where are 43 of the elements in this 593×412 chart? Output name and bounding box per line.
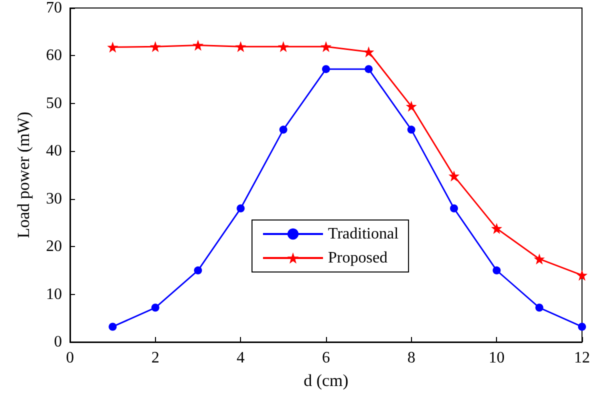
x-tick-label: 2 bbox=[151, 350, 160, 366]
point bbox=[150, 41, 161, 52]
point bbox=[236, 204, 245, 212]
point bbox=[320, 41, 332, 52]
point bbox=[108, 322, 117, 331]
point bbox=[364, 65, 373, 74]
point bbox=[535, 304, 544, 312]
y-tick-label: 0 bbox=[54, 334, 62, 350]
point bbox=[448, 170, 460, 182]
point bbox=[235, 41, 246, 52]
point bbox=[407, 126, 416, 134]
point bbox=[578, 322, 586, 331]
y-tick-label: 50 bbox=[46, 94, 62, 112]
y-tick-label: 40 bbox=[46, 142, 62, 160]
point bbox=[278, 41, 289, 52]
point bbox=[576, 270, 588, 281]
point bbox=[322, 65, 330, 74]
point bbox=[491, 222, 502, 234]
y-tick-label: 30 bbox=[46, 190, 62, 208]
point bbox=[279, 126, 288, 134]
x-axis-title: d (cm) bbox=[304, 371, 348, 390]
x-tick-label: 0 bbox=[66, 350, 74, 366]
point bbox=[406, 100, 417, 112]
point bbox=[492, 266, 501, 274]
point bbox=[192, 40, 204, 51]
point bbox=[450, 204, 458, 212]
legend-label: Traditional bbox=[328, 226, 400, 242]
x-tick-label: 12 bbox=[574, 350, 590, 366]
point bbox=[151, 304, 160, 312]
x-tick-label: 8 bbox=[407, 350, 416, 366]
y-tick-label: 10 bbox=[46, 286, 62, 303]
point bbox=[363, 46, 374, 58]
y-axis-title: Load power (mW) bbox=[14, 112, 33, 238]
point bbox=[194, 266, 202, 274]
point bbox=[534, 253, 545, 264]
x-tick-label: 6 bbox=[322, 350, 330, 366]
y-tick-label: 20 bbox=[46, 238, 62, 256]
y-tick-label: 60 bbox=[46, 47, 62, 64]
x-tick-label: 4 bbox=[236, 350, 245, 366]
legend-label: Proposed bbox=[328, 250, 388, 266]
y-tick-label: 70 bbox=[46, 0, 62, 16]
x-tick-label: 10 bbox=[488, 350, 505, 366]
point bbox=[107, 42, 118, 53]
